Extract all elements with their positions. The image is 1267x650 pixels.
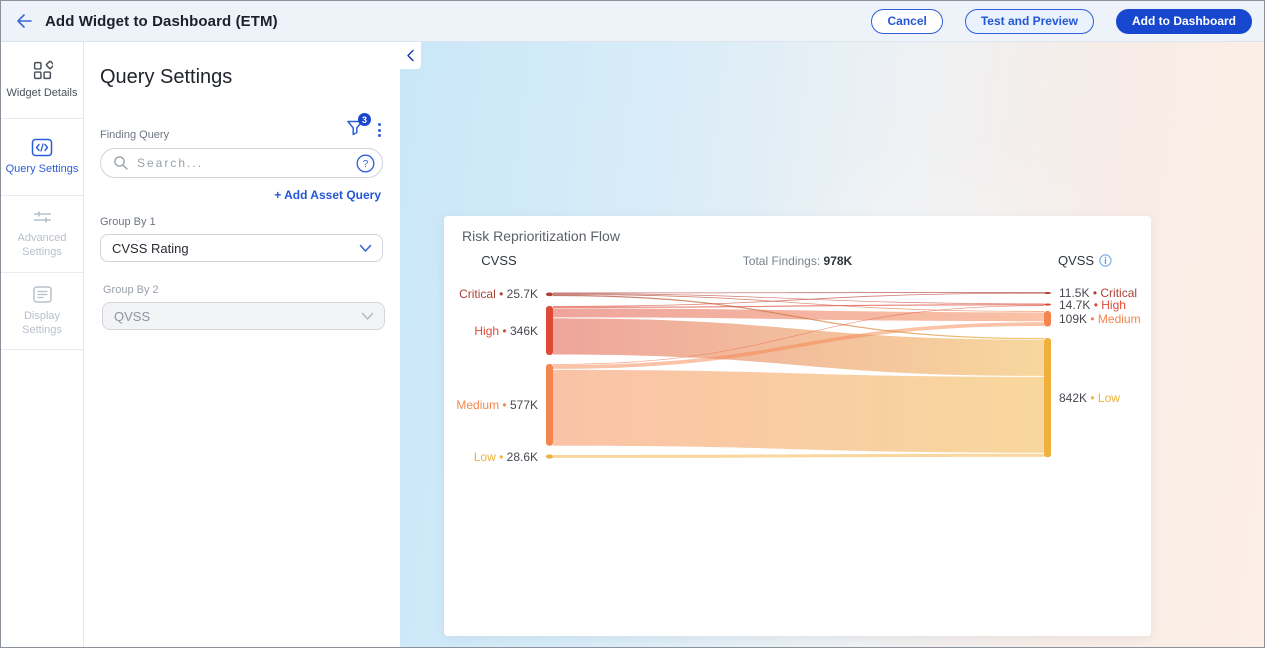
sankey-link-critical-to-critical [553, 292, 1044, 294]
total-findings-label: Total Findings: [742, 254, 821, 268]
sankey-node-left-high[interactable] [546, 306, 553, 356]
arrow-left-icon [17, 14, 32, 28]
sankey-link-high-to-critical [553, 292, 1044, 307]
sankey-node-left-critical[interactable] [546, 292, 553, 297]
display-list-icon [32, 286, 52, 303]
sankey-link-critical-to-high [553, 293, 1044, 305]
total-findings-value: 978K [823, 254, 853, 268]
code-icon [31, 138, 53, 156]
group-by-1-label: Group By 1 [100, 216, 156, 228]
svg-text:?: ? [363, 159, 369, 170]
sankey-node-right-high[interactable] [1044, 303, 1051, 306]
group-by-1-dropdown[interactable]: CVSS Rating [100, 234, 383, 262]
sankey-node-right-low[interactable] [1044, 338, 1051, 458]
sidebar-item-label: Widget Details [6, 86, 78, 99]
test-and-preview-button[interactable]: Test and Preview [964, 8, 1094, 34]
total-findings: Total Findings: 978K [444, 254, 1151, 268]
widget-preview-area: Risk Reprioritization Flow Total Finding… [400, 42, 1264, 647]
cvss-column-header: CVSS [481, 253, 517, 268]
sankey-link-high-to-high [553, 304, 1044, 308]
finding-query-search: ? [100, 148, 383, 178]
sankey-node-left-medium[interactable] [546, 364, 553, 446]
chevron-down-icon [361, 312, 374, 320]
add-to-dashboard-button[interactable]: Add to Dashboard [1116, 8, 1252, 34]
chart-title: Risk Reprioritization Flow [462, 228, 620, 244]
sankey-node-right-critical[interactable] [1044, 292, 1051, 294]
top-bar: Add Widget to Dashboard (ETM) Cancel Tes… [1, 1, 1264, 42]
add-asset-query-link[interactable]: + Add Asset Query [274, 188, 381, 202]
panel-title: Query Settings [100, 66, 233, 88]
filter-button[interactable]: 3 [346, 113, 371, 141]
group-by-2-label: Group By 2 [103, 284, 159, 296]
sidebar-item-label: Advanced Settings [17, 232, 67, 258]
sankey-link-medium-to-medium [553, 322, 1044, 369]
sankey-link-medium-to-high [553, 305, 1044, 365]
help-icon[interactable]: ? [356, 154, 375, 173]
cancel-button[interactable]: Cancel [871, 8, 943, 34]
sidebar-item-label: Query Settings [5, 162, 79, 175]
sidebar-item-query-settings[interactable]: Query Settings [1, 119, 83, 196]
sankey-chart [546, 292, 1051, 459]
back-button[interactable] [15, 13, 33, 29]
chevron-down-icon [359, 244, 372, 252]
group-by-2-value: QVSS [114, 308, 151, 324]
chevron-left-icon [407, 49, 414, 62]
collapse-panel-button[interactable] [400, 42, 421, 69]
sankey-link-low-to-low [553, 453, 1044, 459]
filter-count-badge: 3 [358, 113, 371, 126]
qvss-column-header: QVSS [1058, 253, 1112, 268]
group-by-1-value: CVSS Rating [112, 240, 189, 256]
group-by-2-dropdown: QVSS [102, 302, 385, 330]
sidebar-item-advanced-settings[interactable]: Advanced Settings [1, 196, 83, 273]
settings-sidebar: Widget Details Query Settings Ad [1, 42, 84, 647]
finding-query-label: Finding Query [100, 129, 170, 141]
qvss-column-label: QVSS [1057, 253, 1095, 268]
search-icon [114, 156, 128, 170]
sidebar-item-display-settings[interactable]: Display Settings [1, 273, 83, 350]
sidebar-item-widget-details[interactable]: Widget Details [1, 42, 83, 119]
search-input[interactable] [137, 156, 348, 170]
info-icon[interactable] [1099, 254, 1112, 267]
sidebar-item-label: Display Settings [22, 309, 62, 336]
sankey-link-critical-to-medium [553, 294, 1044, 312]
more-options-button[interactable] [376, 121, 383, 139]
risk-reprioritization-widget: Risk Reprioritization Flow Total Finding… [444, 216, 1151, 636]
sankey-node-right-medium[interactable] [1044, 311, 1051, 327]
query-settings-panel: Query Settings Finding Query 3 [84, 42, 400, 647]
sankey-link-high-to-medium [553, 308, 1044, 322]
sankey-link-medium-to-low [553, 369, 1044, 453]
page-title: Add Widget to Dashboard (ETM) [45, 12, 278, 30]
sankey-link-critical-to-low [553, 294, 1044, 340]
sliders-icon [33, 211, 51, 223]
sankey-node-left-low[interactable] [546, 454, 553, 459]
widget-grid-icon [33, 60, 53, 79]
